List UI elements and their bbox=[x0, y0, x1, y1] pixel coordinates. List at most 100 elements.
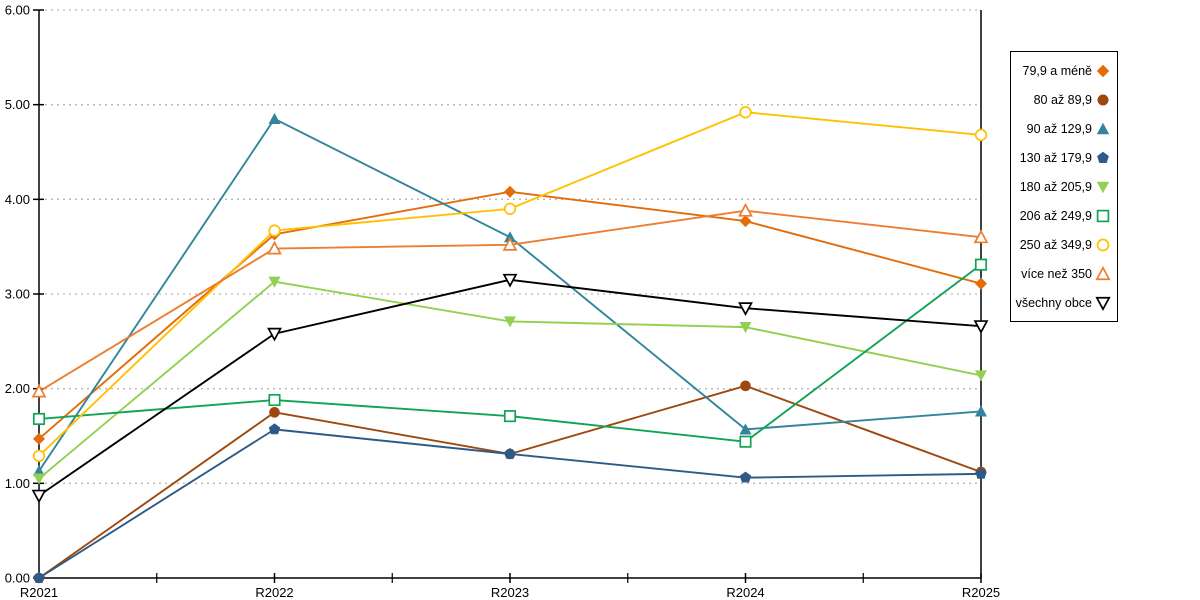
legend-marker-circle-icon bbox=[1095, 237, 1111, 253]
legend-marker-square-icon bbox=[1095, 208, 1111, 224]
series-marker-triangle-up bbox=[1095, 265, 1111, 280]
series-marker-triangle-up bbox=[31, 383, 47, 398]
legend-label: 130 až 179,9 bbox=[1019, 150, 1092, 165]
legend-label: více než 350 bbox=[1021, 266, 1092, 281]
series-marker-triangle-down bbox=[973, 320, 989, 334]
series-marker-diamond bbox=[739, 215, 752, 228]
legend-item-7: 250 až 349,9 bbox=[1013, 237, 1111, 253]
series-marker-triangle-up bbox=[739, 423, 752, 435]
series-marker-triangle-down bbox=[739, 322, 752, 334]
series-marker-triangle-up bbox=[268, 112, 281, 124]
legend-item-6: 206 až 249,9 bbox=[1013, 208, 1111, 224]
series-marker-circle bbox=[32, 449, 46, 463]
series-7 bbox=[32, 106, 988, 463]
series-marker-square bbox=[739, 435, 752, 448]
x-axis-label: R2024 bbox=[726, 585, 764, 600]
y-axis-label: 6.00 bbox=[5, 3, 30, 18]
series-marker-triangle-down bbox=[267, 327, 282, 342]
y-axis-label: 0.00 bbox=[5, 571, 30, 586]
legend-label: 79,9 a méně bbox=[1022, 63, 1093, 78]
series-marker-pentagon bbox=[268, 423, 281, 435]
series-marker-triangle-down bbox=[502, 273, 518, 288]
series-marker-diamond bbox=[504, 185, 516, 198]
x-axis-label: R2021 bbox=[20, 585, 58, 600]
y-axis-label: 2.00 bbox=[5, 381, 30, 396]
legend-item-9: všechny obce bbox=[1013, 295, 1111, 311]
series-marker-diamond bbox=[1096, 64, 1110, 77]
series-marker-circle bbox=[974, 128, 988, 142]
legend-marker-triangle-up-icon bbox=[1095, 265, 1111, 282]
series-marker-triangle-up bbox=[502, 236, 518, 251]
series-marker-circle bbox=[268, 224, 281, 237]
series-marker-triangle-down bbox=[31, 489, 47, 504]
legend-label: všechny obce bbox=[1015, 295, 1092, 310]
series-marker-square bbox=[32, 412, 46, 426]
series-8 bbox=[31, 202, 989, 398]
series-marker-triangle-up bbox=[504, 231, 516, 243]
y-axis-label: 4.00 bbox=[5, 192, 30, 207]
series-marker-pentagon bbox=[33, 572, 45, 583]
series-marker-triangle-down bbox=[33, 473, 45, 485]
x-axis-label: R2025 bbox=[962, 585, 1000, 600]
series-marker-triangle-down bbox=[1095, 296, 1111, 311]
legend-label: 180 až 205,9 bbox=[1019, 179, 1092, 194]
series-9 bbox=[31, 273, 989, 504]
y-axis-label: 3.00 bbox=[5, 287, 30, 302]
legend: 79,9 a méně 80 až 89,9 90 až 129,9 130 až 1… bbox=[1010, 51, 1118, 322]
series-marker-triangle-down bbox=[504, 316, 516, 328]
legend-item-8: více než 350 bbox=[1013, 265, 1111, 282]
series-marker-square bbox=[503, 410, 517, 423]
series-marker-triangle-up bbox=[975, 405, 987, 417]
series-marker-circle bbox=[740, 380, 751, 392]
series-marker-diamond bbox=[33, 432, 45, 445]
series-marker-circle bbox=[503, 202, 517, 215]
x-axis-label: R2023 bbox=[491, 585, 529, 600]
series-marker-square bbox=[974, 258, 988, 271]
series-marker-triangle-up bbox=[1096, 122, 1110, 134]
series-marker-circle bbox=[739, 106, 752, 119]
series-marker-triangle-down bbox=[268, 276, 281, 288]
series-marker-diamond bbox=[975, 277, 987, 290]
legend-label: 206 až 249,9 bbox=[1019, 208, 1092, 223]
legend-item-5: 180 až 205,9 bbox=[1013, 179, 1111, 195]
legend-label: 90 až 129,9 bbox=[1026, 121, 1092, 136]
series-marker-triangle-down bbox=[738, 302, 753, 316]
series-marker-triangle-down bbox=[975, 370, 987, 382]
legend-item-4: 130 až 179,9 bbox=[1013, 150, 1111, 166]
legend-item-3: 90 až 129,9 bbox=[1013, 121, 1111, 137]
legend-marker-triangle-down-icon bbox=[1095, 179, 1111, 195]
series-marker-pentagon bbox=[1097, 151, 1109, 163]
series-marker-triangle-up bbox=[267, 240, 282, 255]
series-marker-triangle-down bbox=[1096, 181, 1110, 193]
series-line bbox=[38, 278, 982, 497]
legend-marker-triangle-up-icon bbox=[1095, 121, 1111, 137]
series-marker-circle bbox=[1097, 94, 1109, 105]
legend-marker-triangle-down-icon bbox=[1095, 295, 1111, 311]
legend-item-1: 79,9 a méně bbox=[1013, 63, 1111, 79]
series-marker-circle bbox=[1096, 238, 1110, 251]
series-4 bbox=[33, 423, 987, 583]
series-marker-circle bbox=[269, 407, 280, 418]
x-axis-label: R2022 bbox=[255, 585, 293, 600]
legend-label: 250 až 349,9 bbox=[1019, 237, 1092, 252]
series-marker-square bbox=[1096, 209, 1110, 222]
legend-marker-diamond-icon bbox=[1095, 63, 1111, 79]
y-axis-label: 1.00 bbox=[5, 476, 30, 491]
legend-item-2: 80 až 89,9 bbox=[1013, 92, 1111, 108]
series-marker-square bbox=[268, 393, 281, 407]
series-marker-pentagon bbox=[504, 447, 516, 459]
series-1 bbox=[33, 185, 987, 445]
series-marker-triangle-up bbox=[973, 229, 989, 244]
legend-marker-pentagon-icon bbox=[1095, 150, 1111, 166]
series-6 bbox=[32, 258, 988, 448]
series-marker-triangle-up bbox=[33, 465, 45, 477]
series-5 bbox=[33, 276, 987, 485]
series-marker-pentagon bbox=[739, 471, 752, 483]
y-axis-label: 5.00 bbox=[5, 97, 30, 112]
series-marker-triangle-up bbox=[738, 202, 753, 217]
series-marker-pentagon bbox=[975, 467, 987, 479]
legend-marker-circle-icon bbox=[1095, 92, 1111, 108]
legend-label: 80 až 89,9 bbox=[1033, 92, 1092, 107]
